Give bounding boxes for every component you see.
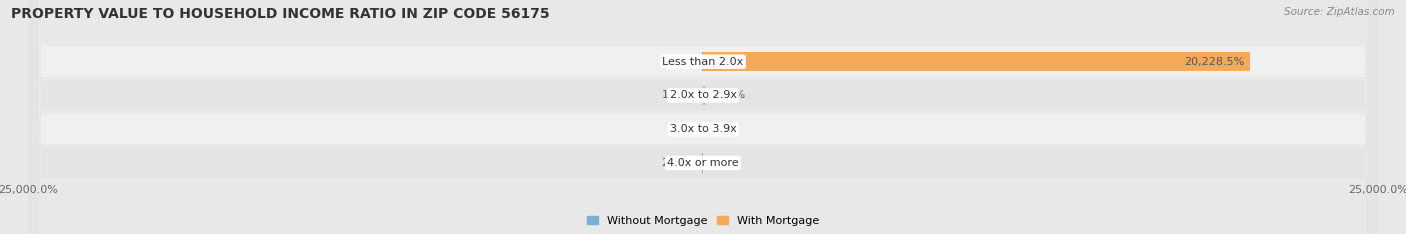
- Text: 2.0x to 2.9x: 2.0x to 2.9x: [669, 91, 737, 100]
- Text: 7.3%: 7.3%: [709, 158, 737, 168]
- Text: 20,228.5%: 20,228.5%: [1184, 57, 1244, 67]
- Text: Source: ZipAtlas.com: Source: ZipAtlas.com: [1284, 7, 1395, 17]
- FancyBboxPatch shape: [28, 0, 1378, 234]
- Text: 49.1%: 49.1%: [661, 57, 696, 67]
- Legend: Without Mortgage, With Mortgage: Without Mortgage, With Mortgage: [582, 211, 824, 230]
- Text: 3.0x to 3.9x: 3.0x to 3.9x: [669, 124, 737, 134]
- Bar: [703, 86, 704, 105]
- FancyBboxPatch shape: [28, 0, 1378, 234]
- Text: 60.5%: 60.5%: [710, 91, 745, 100]
- Text: Less than 2.0x: Less than 2.0x: [662, 57, 744, 67]
- Bar: [703, 52, 1250, 71]
- Text: 25.6%: 25.6%: [662, 158, 697, 168]
- FancyBboxPatch shape: [28, 0, 1378, 234]
- FancyBboxPatch shape: [28, 0, 1378, 234]
- Text: 9.9%: 9.9%: [669, 124, 697, 134]
- Text: 8.6%: 8.6%: [709, 124, 737, 134]
- Text: 15.2%: 15.2%: [662, 91, 697, 100]
- Text: 4.0x or more: 4.0x or more: [668, 158, 738, 168]
- Text: PROPERTY VALUE TO HOUSEHOLD INCOME RATIO IN ZIP CODE 56175: PROPERTY VALUE TO HOUSEHOLD INCOME RATIO…: [11, 7, 550, 21]
